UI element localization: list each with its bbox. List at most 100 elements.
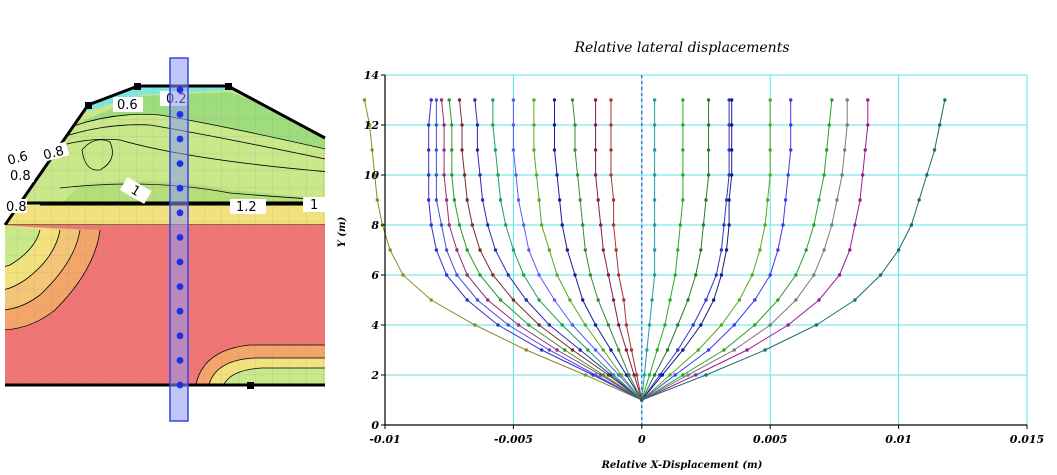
series-1-point-11: [370, 148, 374, 152]
series-2-point-13: [429, 98, 433, 102]
series-1-point-4: [473, 323, 477, 327]
series-14-point-2: [634, 373, 639, 377]
series-1-point-13: [362, 98, 367, 102]
series-20-point-3: [696, 348, 700, 352]
series-8-point-13: [491, 98, 495, 102]
series-25-point-6: [878, 273, 883, 277]
series-10-point-3: [601, 348, 605, 352]
series-9-point-5: [552, 298, 557, 302]
series-22-point-6: [794, 273, 798, 277]
series-23-point-12: [845, 123, 849, 127]
series-9: [511, 98, 644, 402]
series-10-point-13: [532, 98, 536, 102]
series-7: [473, 98, 644, 402]
series-10-point-11: [532, 148, 536, 152]
series-20-point-9: [765, 198, 770, 202]
series-11-point-8: [560, 223, 564, 227]
series-2-point-12: [426, 123, 431, 127]
series-20-point-2: [668, 373, 672, 377]
series-19-point-4: [699, 323, 703, 327]
series-6-point-4: [537, 323, 541, 327]
strip-nodes: [176, 86, 184, 389]
series-19-point-8: [727, 223, 731, 227]
series-21-point-5: [753, 298, 757, 302]
series-4-point-6: [465, 273, 469, 277]
series-9-point-2: [616, 373, 621, 377]
series-13-point-3: [624, 348, 629, 352]
series-5: [447, 98, 644, 402]
series-15-point-7: [652, 248, 657, 252]
series-15-point-3: [645, 348, 649, 352]
series-21-point-13: [789, 98, 793, 102]
series-5-point-6: [478, 273, 482, 277]
series-16-point-11: [681, 148, 685, 152]
series-25-point-4: [814, 323, 819, 327]
series-13-point-4: [616, 323, 621, 327]
series-1-point-3: [524, 348, 528, 352]
series-4-point-8: [447, 223, 451, 227]
series-21-point-3: [706, 348, 711, 352]
series-19-point-13: [729, 98, 734, 102]
series-10-point-5: [568, 298, 572, 302]
contour-label-9: 1: [310, 198, 318, 213]
series-1-point-2: [583, 373, 588, 377]
series-15-point-6: [652, 273, 657, 277]
series-23-point-2: [686, 373, 690, 377]
series-25-point-1: [640, 398, 644, 402]
series-2: [426, 98, 644, 402]
series-17-point-12: [706, 123, 711, 127]
series-4-point-5: [486, 298, 490, 302]
contour-label-4: 0.8: [42, 144, 66, 164]
series-17-point-7: [699, 248, 703, 252]
series-23-point-13: [845, 98, 849, 102]
series-4-point-9: [444, 198, 449, 202]
series-16-point-9: [681, 198, 685, 202]
series-23-point-5: [794, 298, 798, 302]
series-3-point-12: [434, 123, 439, 127]
series-24-point-5: [817, 298, 821, 302]
series-24-point-13: [866, 98, 870, 102]
series-7-point-2: [609, 373, 613, 377]
series-11-point-6: [573, 273, 577, 277]
series-2-point-5: [465, 298, 469, 302]
series-19-point-6: [719, 273, 724, 277]
series-7-point-7: [493, 248, 498, 252]
series-19: [640, 98, 734, 402]
strip-node-8: [176, 209, 184, 217]
x-axis-label: Relative X-Displacement (m): [601, 460, 763, 471]
series-8-point-7: [511, 248, 516, 252]
series-24-point-2: [694, 373, 698, 377]
series-11-point-7: [565, 248, 570, 252]
series-20-point-12: [768, 123, 772, 127]
series-7-point-13: [473, 98, 477, 102]
series-6-point-11: [460, 148, 464, 152]
series-5-point-8: [457, 223, 462, 227]
series-2-point-10: [426, 173, 431, 177]
series-8-point-6: [521, 273, 526, 277]
series-21-point-11: [789, 148, 793, 152]
series-19-point-11: [729, 148, 734, 152]
series-18-point-6: [714, 273, 718, 277]
series-13-point-7: [601, 248, 605, 252]
series-1-point-12: [367, 123, 372, 127]
series-2-point-11: [426, 148, 431, 152]
y-tick-label-4: 8: [371, 219, 379, 232]
series-3-point-8: [439, 223, 444, 227]
series-25: [640, 98, 947, 402]
series-3-point-10: [434, 173, 439, 177]
series-18-point-7: [719, 248, 724, 252]
series-16-point-3: [655, 348, 659, 352]
series-14-point-11: [609, 148, 613, 152]
series-22-point-5: [776, 298, 780, 302]
series-9-point-9: [516, 198, 521, 202]
series-14-point-4: [624, 323, 629, 327]
y-axis-label: Y (m): [337, 216, 348, 247]
series-23-point-11: [842, 148, 847, 152]
series-20-point-6: [750, 273, 754, 277]
series-22-point-13: [830, 98, 834, 102]
series-10: [532, 98, 644, 402]
series-15-point-8: [652, 223, 657, 227]
strip-node-2: [176, 357, 184, 364]
series-15-point-12: [652, 123, 657, 127]
series-6-point-3: [570, 348, 575, 352]
